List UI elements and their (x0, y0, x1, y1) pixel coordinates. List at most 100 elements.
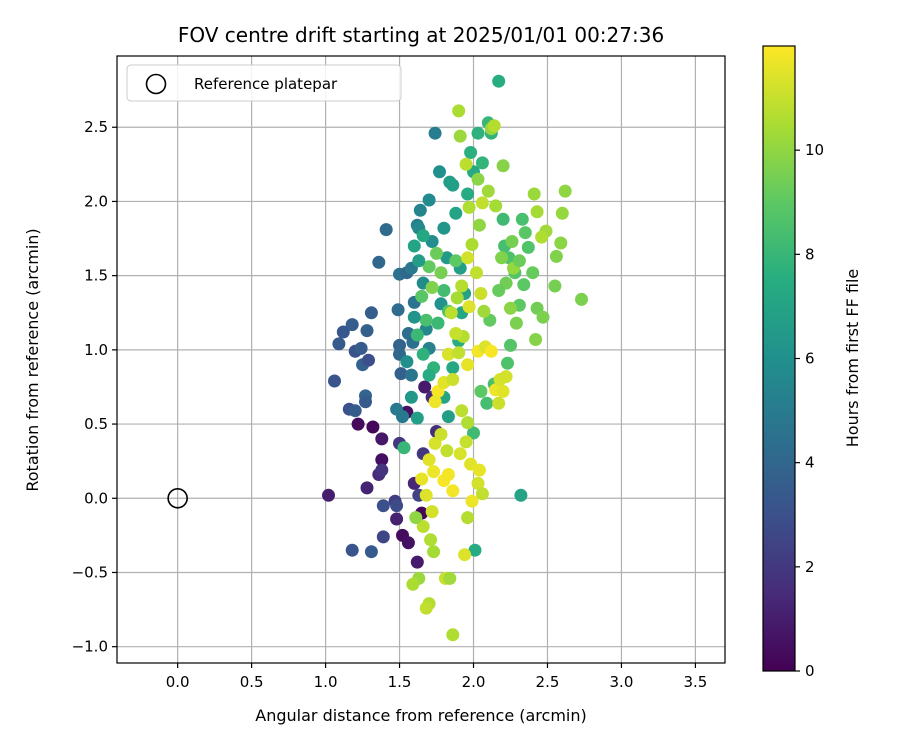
data-point (404, 368, 418, 382)
data-point (376, 530, 390, 544)
colorbar: 0 2 4 6 8 10 Hours from first FF file (762, 45, 862, 680)
data-point (484, 344, 498, 358)
data-point (419, 313, 433, 327)
data-point (345, 318, 359, 332)
y-tick-label: 0.0 (84, 489, 108, 507)
x-tick-label: 0.0 (166, 673, 190, 691)
data-point (449, 327, 463, 340)
plot-frame (116, 55, 726, 664)
data-point (422, 260, 436, 274)
data-point (446, 178, 460, 192)
x-tick-label: 0.5 (240, 673, 264, 691)
data-point (536, 310, 550, 324)
data-point (459, 435, 473, 449)
colorbar-tick-label: 10 (805, 141, 824, 159)
x-tick-label: 3.0 (610, 673, 634, 691)
data-point (424, 533, 438, 547)
data-point (375, 432, 389, 446)
data-point (434, 427, 448, 441)
data-point (410, 328, 424, 342)
data-point (492, 74, 506, 88)
data-point (527, 187, 541, 201)
data-point (412, 254, 426, 268)
data-point (431, 316, 445, 330)
data-point (446, 361, 460, 375)
data-point (474, 287, 488, 300)
data-point (458, 548, 472, 562)
x-tick-label: 1.0 (314, 673, 338, 691)
data-point (390, 499, 404, 513)
data-point (428, 126, 442, 140)
data-point (509, 316, 523, 330)
data-point (462, 200, 476, 214)
data-point (558, 184, 572, 198)
x-axis-ticks: 0.0 0.5 1.0 1.5 2.0 2.5 3.0 3.5 (166, 663, 707, 691)
data-point (430, 246, 443, 260)
data-point (409, 511, 423, 525)
data-point (475, 156, 489, 170)
data-point (375, 463, 389, 477)
y-tick-label: 2.5 (84, 118, 108, 136)
data-point (441, 410, 455, 424)
data-point (475, 487, 489, 501)
data-point (433, 165, 446, 179)
data-point (501, 356, 514, 370)
data-point (410, 555, 424, 569)
data-point (372, 255, 386, 269)
data-point (535, 230, 549, 244)
data-point (452, 104, 466, 118)
x-tick-label: 2.0 (462, 673, 486, 691)
data-point (455, 404, 469, 418)
data-point (505, 235, 519, 248)
data-point (351, 417, 365, 431)
data-point (419, 601, 433, 615)
data-point (549, 249, 563, 263)
data-point (376, 499, 390, 513)
data-point (575, 292, 588, 306)
colorbar-tick-label: 0 (805, 662, 815, 680)
data-point (394, 367, 408, 381)
data-point (422, 368, 436, 382)
data-point (360, 324, 374, 338)
data-point (441, 347, 455, 361)
data-point (477, 304, 491, 318)
data-point (495, 251, 509, 265)
y-axis-label: Rotation from reference (arcmin) (23, 228, 42, 491)
data-point (379, 223, 393, 237)
data-point (396, 410, 409, 424)
chart-title: FOV centre drift starting at 2025/01/01 … (178, 23, 664, 47)
data-point (416, 520, 430, 533)
data-point (425, 505, 439, 519)
data-point (444, 306, 458, 320)
data-point (464, 146, 478, 159)
data-point (410, 411, 424, 425)
data-point (471, 172, 485, 186)
data-point (322, 488, 335, 502)
data-point (425, 281, 439, 294)
data-point (397, 441, 411, 455)
y-tick-label: −0.5 (72, 563, 108, 581)
data-point (413, 203, 427, 217)
data-point (427, 465, 441, 479)
data-point (440, 444, 454, 458)
data-point (530, 205, 544, 219)
data-point (428, 395, 442, 409)
data-point (404, 390, 418, 404)
data-point (529, 333, 543, 346)
data-point (480, 396, 494, 410)
data-point (496, 384, 510, 398)
data-point (461, 358, 475, 372)
data-point (422, 453, 436, 467)
data-point (461, 511, 475, 525)
data-point (328, 374, 341, 388)
data-point (455, 279, 469, 293)
data-point (514, 488, 528, 502)
y-tick-label: 1.5 (84, 267, 108, 285)
data-point (415, 289, 429, 303)
data-point (462, 300, 476, 314)
colorbar-label: Hours from first FF file (843, 269, 862, 448)
data-point (446, 484, 460, 498)
legend: Reference platepar (126, 64, 402, 102)
data-point (391, 303, 405, 317)
data-point (461, 187, 475, 201)
